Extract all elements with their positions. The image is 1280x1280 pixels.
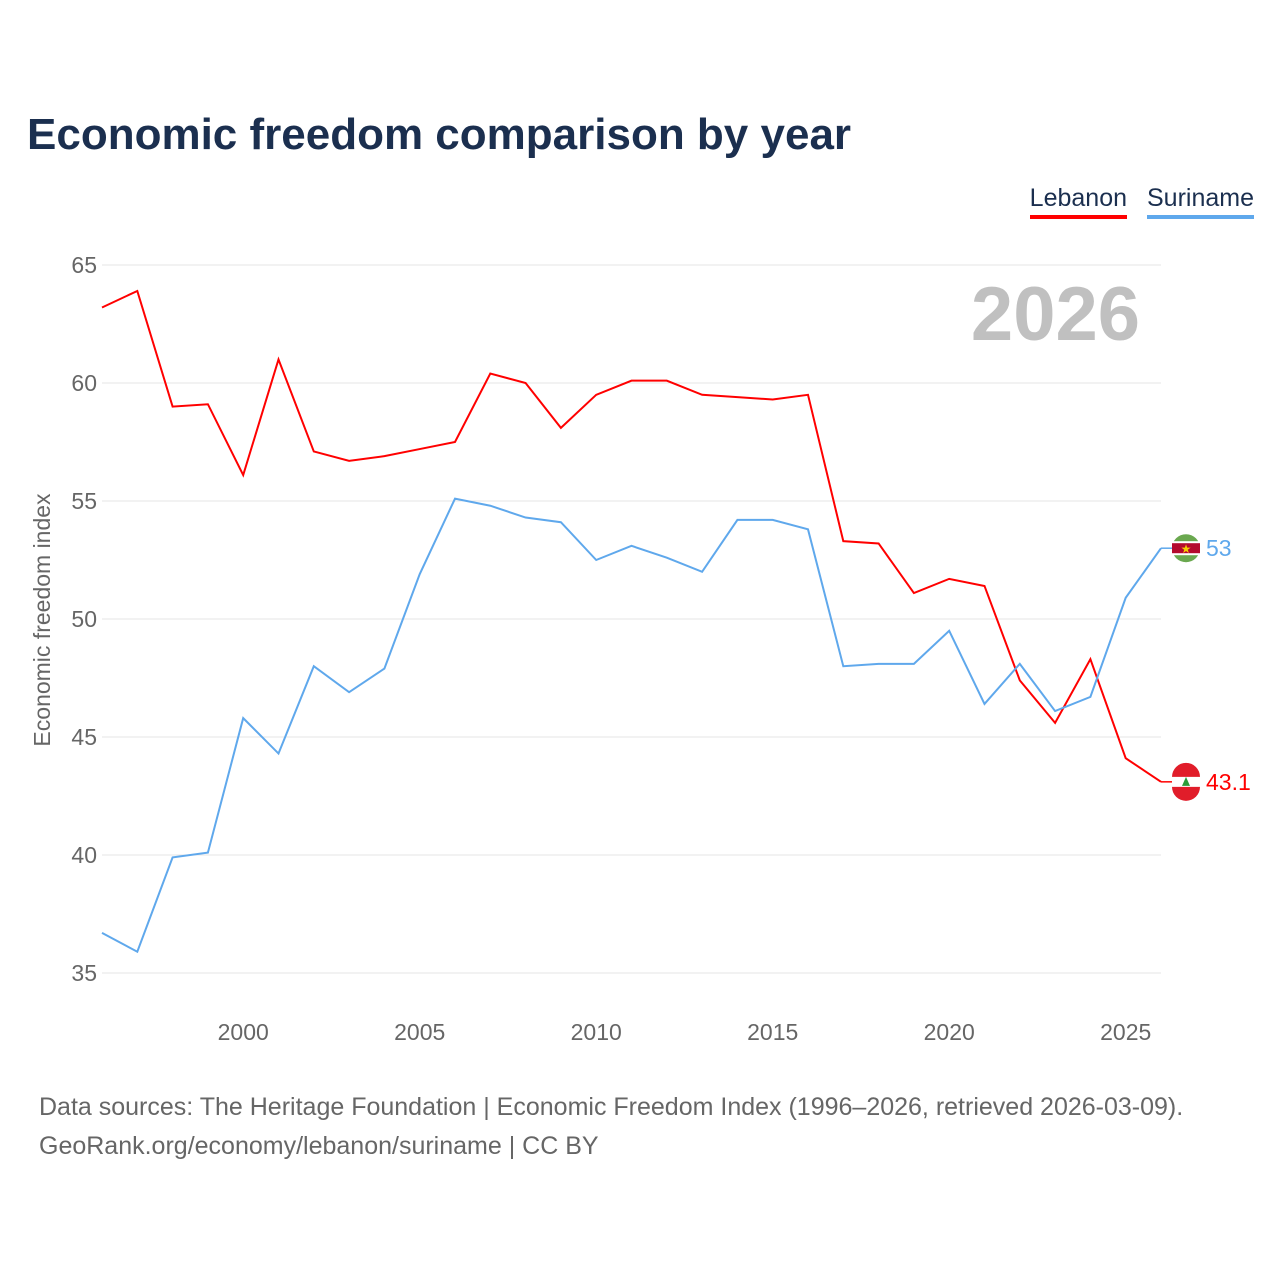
series-line-suriname <box>101 497 1162 954</box>
watermark-year: 2026 <box>971 272 1140 357</box>
y-tick-label: 55 <box>71 488 97 514</box>
source-note: Data sources: The Heritage Foundation | … <box>39 1088 1183 1166</box>
end-value-label-lebanon: 43.1 <box>1206 769 1251 795</box>
y-tick-label: 45 <box>71 724 97 750</box>
x-tick-label: 2010 <box>571 1019 622 1045</box>
x-tick-label: 2000 <box>218 1019 269 1045</box>
x-tick-label: 2020 <box>924 1019 975 1045</box>
y-tick-label: 65 <box>71 252 97 278</box>
end-value-label-suriname: 53 <box>1206 535 1232 561</box>
series-line-lebanon <box>101 289 1162 783</box>
lebanon-flag-icon <box>1172 762 1200 801</box>
x-tick-label: 2005 <box>394 1019 445 1045</box>
y-tick-label: 60 <box>71 370 97 396</box>
credit-link[interactable]: GeoRank.org/economy/lebanon/suriname | C… <box>39 1132 599 1160</box>
data-sources: Data sources: The Heritage Foundation | … <box>39 1093 1184 1121</box>
y-axis-label: Economic freedom index <box>29 493 55 747</box>
chart-title: Economic freedom comparison by year <box>27 110 852 159</box>
legend: Lebanon Suriname <box>1029 184 1254 219</box>
y-tick-label: 35 <box>71 960 97 986</box>
x-tick-label: 2025 <box>1100 1019 1151 1045</box>
legend-item-suriname[interactable]: Suriname <box>1147 184 1254 219</box>
legend-item-lebanon[interactable]: Lebanon <box>1029 184 1127 219</box>
x-tick-label: 2015 <box>747 1019 798 1045</box>
y-tick-label: 50 <box>71 606 97 632</box>
suriname-flag-icon: ★ <box>1172 534 1200 563</box>
y-tick-label: 40 <box>71 842 97 868</box>
svg-text:★: ★ <box>1181 542 1192 556</box>
